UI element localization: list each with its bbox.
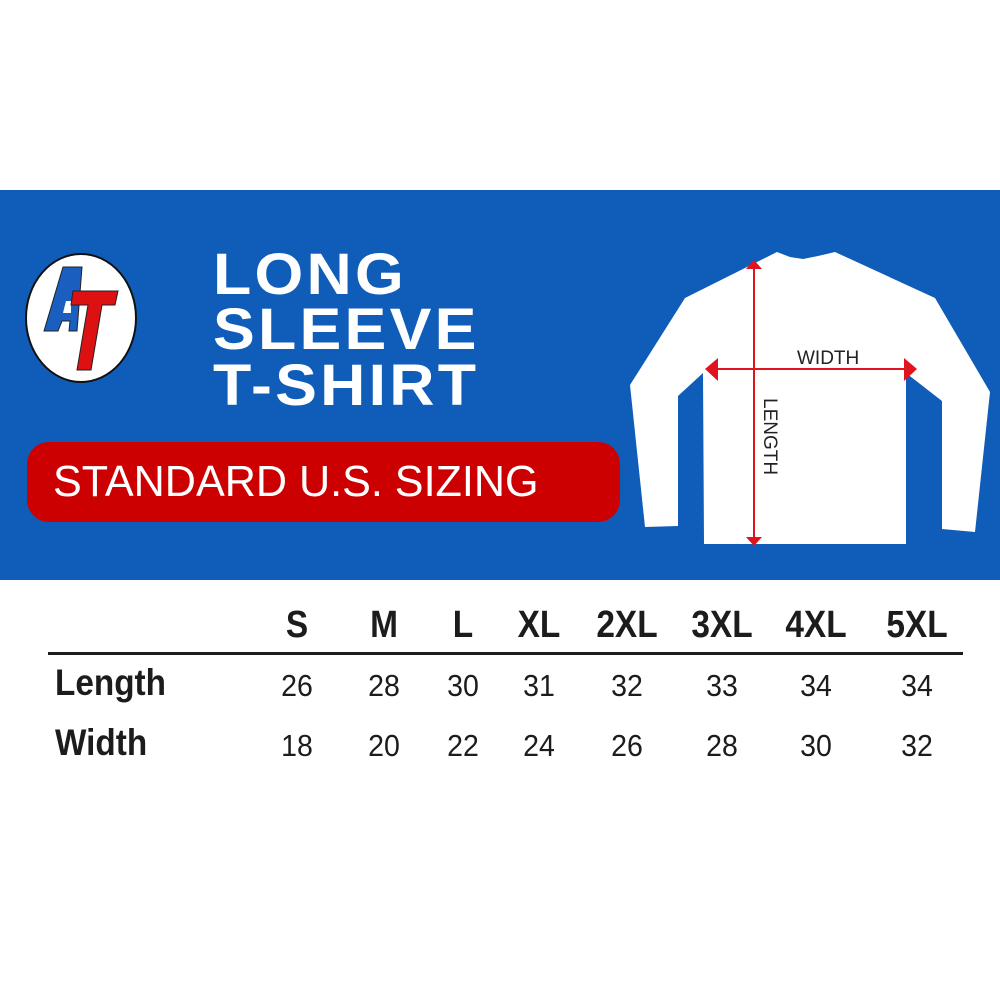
size-header-3xl: 3XL (691, 604, 753, 646)
brand-logo (25, 253, 137, 383)
table-cell: 22 (447, 728, 479, 763)
table-cell: 28 (706, 728, 738, 763)
table-cell: 24 (523, 728, 555, 763)
shirt-silhouette (630, 252, 990, 544)
title-line-3: T-SHIRT (213, 353, 480, 418)
row-label-length: Length (55, 662, 166, 703)
size-header-4xl: 4XL (785, 604, 847, 646)
table-cell: 33 (706, 668, 738, 703)
length-arrow (746, 260, 762, 546)
table-cell: 28 (368, 668, 400, 703)
table-cell: 20 (368, 728, 400, 763)
table-cell: 34 (800, 668, 832, 703)
length-label: LENGTH (759, 398, 780, 475)
width-label: WIDTH (797, 348, 859, 369)
size-header-5xl: 5XL (886, 604, 948, 646)
title-line-1: LONG (213, 242, 407, 307)
size-header-xl: XL (517, 604, 561, 646)
table-cell: 30 (447, 668, 479, 703)
header-divider (48, 652, 963, 655)
size-header-s: S (285, 604, 309, 646)
table-cell: 34 (901, 668, 933, 703)
table-cell: 30 (800, 728, 832, 763)
table-cell: 32 (611, 668, 643, 703)
sizing-badge-label: STANDARD U.S. SIZING (53, 457, 539, 506)
table-cell: 32 (901, 728, 933, 763)
title-line-2: SLEEVE (213, 297, 480, 362)
table-cell: 31 (523, 668, 555, 703)
table-cell: 26 (611, 728, 643, 763)
table-cell: 26 (281, 668, 313, 703)
size-header-l: L (452, 604, 474, 646)
width-arrow (705, 358, 917, 381)
size-header-m: M (370, 604, 398, 646)
table-cell: 18 (281, 728, 313, 763)
row-label-width: Width (55, 722, 148, 763)
size-header-2xl: 2XL (596, 604, 658, 646)
sizing-badge: STANDARD U.S. SIZING (27, 442, 620, 522)
